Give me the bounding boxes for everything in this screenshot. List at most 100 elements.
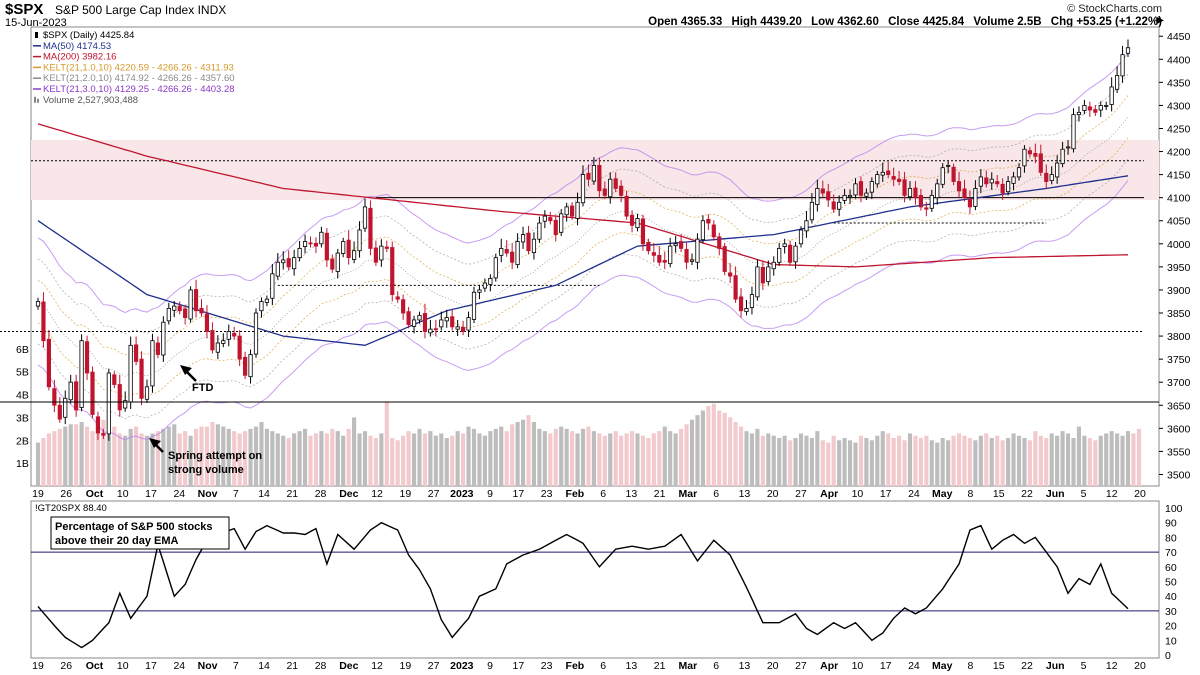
candle-body (215, 342, 220, 353)
volume-bar (193, 428, 199, 486)
index-name: S&P 500 Large Cap Index INDX (55, 3, 226, 17)
volume-bar (510, 424, 515, 486)
volume-bar (144, 435, 150, 486)
volume-bar (1093, 440, 1098, 486)
volume-bar (771, 435, 776, 486)
date-tick-label: 20 (1134, 660, 1146, 672)
candle-body (706, 218, 711, 224)
volume-bar (984, 433, 989, 486)
legend-entry: Volume 2,527,903,488 (43, 95, 138, 106)
volume-bar (292, 433, 297, 486)
indicator-note-line2: above their 20 day EMA (55, 535, 179, 547)
candle-body (188, 289, 193, 320)
volume-bar (695, 415, 700, 486)
price-tick-label: 3750 (1167, 354, 1191, 366)
volume-bar (564, 428, 569, 486)
volume-bar (580, 428, 586, 486)
candle-body (482, 282, 487, 289)
date-tick-label: 14 (258, 488, 270, 500)
candle-body (150, 340, 155, 387)
price-tick-label: 3700 (1167, 377, 1191, 389)
volume-bar (352, 417, 357, 486)
date-tick-label: 27 (428, 660, 440, 672)
volume-bar (248, 428, 253, 486)
candle-body (1033, 152, 1038, 157)
volume-bar (1038, 435, 1043, 486)
volume-bar (989, 438, 994, 486)
candle-body (1065, 146, 1071, 149)
candle-body (891, 176, 896, 180)
volume-bar (1131, 433, 1136, 486)
volume-bar (651, 433, 656, 486)
date-tick-label: 7 (233, 488, 239, 500)
volume-bar (864, 438, 869, 486)
candle-body (461, 326, 466, 332)
candle-body (564, 206, 569, 216)
spring-annotation: Spring attempt on strong volume (149, 438, 262, 476)
candle-body (79, 340, 84, 408)
date-tick-label: 10 (852, 488, 864, 500)
date-axis: 19 26 Oct 10 17 24 Nov 7 14 21 28 Dec 12 19 27 2023 9 17 2… (32, 488, 1146, 500)
candle-body (330, 258, 335, 270)
volume-bar (52, 431, 57, 486)
volume-bar (706, 406, 711, 486)
candle-body (662, 260, 667, 263)
volume-bar (1104, 433, 1109, 486)
volume-bar (700, 410, 705, 486)
candle-body (956, 181, 962, 192)
candle-body (995, 181, 1000, 185)
volume-tick-label: 4B (16, 390, 29, 402)
candle-body (57, 404, 62, 420)
date-tick-label: 27 (795, 488, 807, 500)
candle-body (624, 195, 629, 217)
volume-bar (63, 426, 68, 486)
volume-bar (1022, 438, 1027, 486)
candle-body (390, 247, 395, 295)
volume-bar (1109, 431, 1114, 486)
candle-body (1044, 172, 1049, 182)
candle-body (804, 220, 809, 232)
volume-bar (886, 433, 891, 486)
candle-body (771, 261, 776, 270)
date-tick-label: 17 (513, 488, 525, 500)
candle-body (717, 236, 722, 249)
date-tick-label: 19 (399, 660, 411, 672)
candle-body (962, 188, 967, 199)
candle-body (842, 194, 847, 201)
candle-body (847, 194, 853, 198)
volume-bar (744, 431, 749, 486)
horizontal-levels (0, 160, 1144, 332)
low-value: 4362.60 (837, 16, 879, 28)
collapse-arrow-icon[interactable]: ▶ (1156, 15, 1164, 26)
candle-body (362, 206, 368, 229)
price-tick-label: 4450 (1167, 31, 1191, 43)
date-tick-label: 6 (600, 488, 606, 500)
close-value: 4425.84 (922, 16, 965, 28)
volume-bar (793, 438, 798, 486)
date-tick-label: 26 (60, 488, 72, 500)
candle-body (177, 305, 182, 312)
volume-bar (221, 426, 226, 486)
date-tick-label: 17 (880, 660, 892, 672)
date-tick-label: Feb (566, 660, 585, 672)
candle-body (417, 314, 422, 321)
volume-bar (270, 431, 275, 486)
candle-body (63, 397, 68, 418)
volume-bar (1076, 426, 1082, 486)
candle-body (640, 218, 646, 245)
indicator-title: !GT20SPX 88.40 (35, 503, 107, 514)
volume-bar (733, 422, 738, 486)
candle-body (940, 167, 945, 185)
legend-background (32, 28, 242, 106)
indicator-panel-frame (30, 500, 1160, 659)
candle-body (46, 338, 51, 388)
date-tick-label: Oct (86, 488, 104, 500)
candle-body (869, 181, 874, 193)
volume-bar (1033, 431, 1038, 486)
candle-body (793, 245, 798, 263)
candle-body (395, 296, 400, 300)
volume-bar (995, 435, 1000, 486)
date-tick-label: Apr (820, 660, 838, 672)
candle-body (471, 291, 477, 320)
